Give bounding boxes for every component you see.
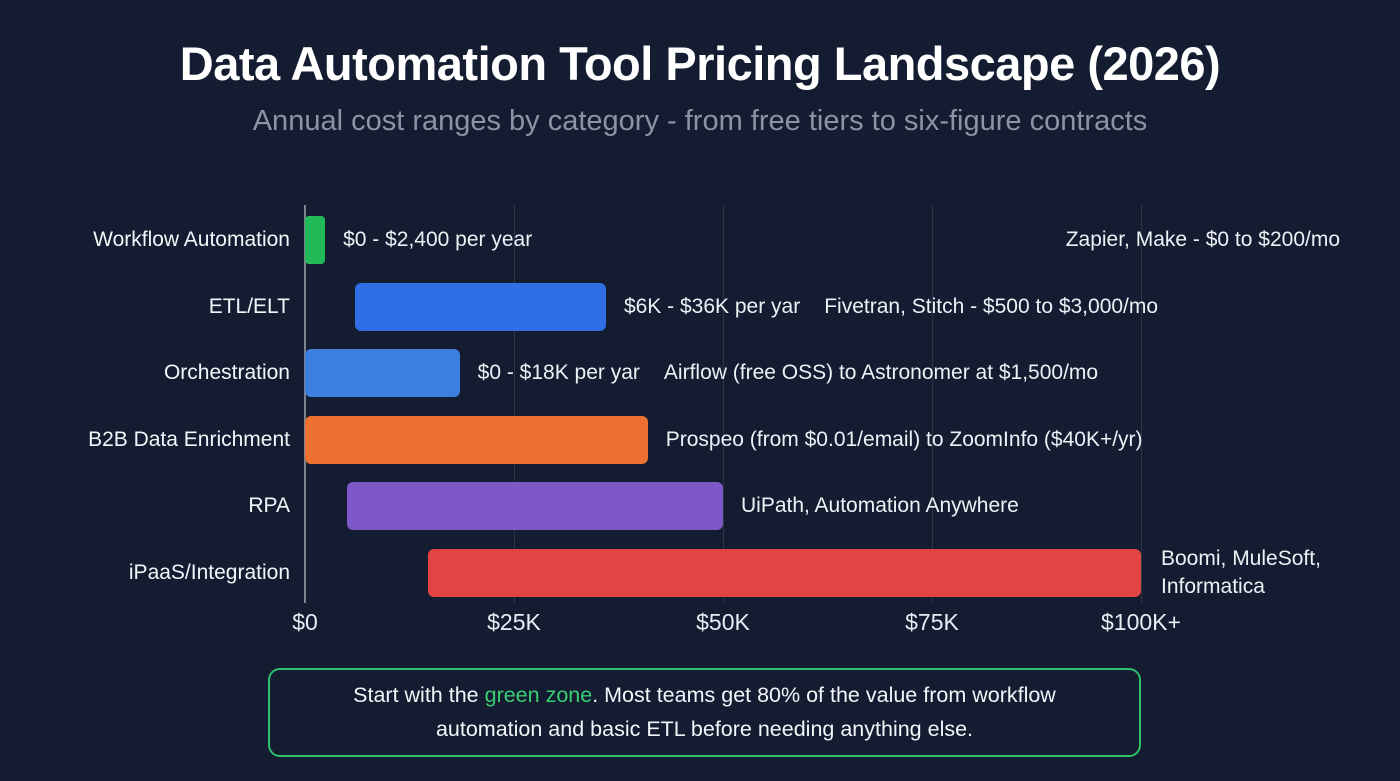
chart-subtitle: Annual cost ranges by category - from fr… — [252, 105, 1148, 137]
y-axis-line — [304, 205, 306, 603]
annotation-b2b-data-enrichment: Prospeo (from $0.01/email) to ZoomInfo (… — [665, 427, 1143, 451]
annotation-etl-elt: Fivetran, Stitch - $500 to $3,000/mo — [824, 294, 1159, 318]
value-label-workflow-automation: $0 - $2,400 per year — [343, 228, 533, 251]
category-label-ipaas-integration: iPaaS/Integration — [128, 561, 290, 584]
chart-title: Data Automation Tool Pricing Landscape (… — [179, 37, 1221, 90]
x-gridline-50 — [723, 205, 724, 603]
bar-workflow-automation — [305, 216, 326, 264]
category-label-etl-elt: ETL/ELT — [208, 294, 290, 318]
x-tick-label-25k: $25K — [487, 609, 541, 635]
bar-rpa — [346, 482, 723, 531]
category-label-orchestration: Orchestration — [163, 361, 290, 385]
value-label-orchestration: $0 - $18K per yar — [477, 361, 640, 385]
annotation-orchestration: Airflow (free OSS) to Astronomer at $1,5… — [663, 361, 1099, 385]
row-text-rpa: UiPath, Automation Anywhere — [741, 493, 1019, 519]
callout-text: Start with the green zone. Most teams ge… — [300, 679, 1109, 746]
x-gridline-75 — [932, 205, 933, 603]
callout-text-suffix: . Most teams get 80% of the value from w… — [435, 683, 1056, 741]
x-gridline-100 — [1141, 205, 1142, 603]
bar-b2b-data-enrichment — [305, 415, 648, 464]
bar-ipaas-integration — [427, 549, 1141, 597]
x-tick-label-100k: $100K+ — [1101, 609, 1181, 635]
annotation-rpa: UiPath, Automation Anywhere — [741, 494, 1019, 518]
x-tick-label-75k: $75K — [905, 609, 959, 635]
callout-text-highlight: green zone — [484, 683, 593, 708]
category-label-b2b-data-enrichment: B2B Data Enrichment — [88, 427, 290, 451]
category-label-rpa: RPA — [248, 494, 290, 518]
row-text-orchestration: $0 - $18K per yar Airflow (free OSS) to A… — [478, 360, 1098, 386]
row-text-etl-elt: $6K - $36K per yar Fivetran, Stitch - $50… — [624, 294, 1158, 320]
annotation-workflow-automation: Zapier, Make - $0 to $200/mo — [1065, 228, 1340, 251]
x-gridline-25 — [514, 205, 515, 603]
bar-etl-elt — [355, 282, 606, 331]
annotation-ipaas-integration: Boomi, MuleSoft, Informatica — [1161, 547, 1321, 598]
x-tick-label-0: $0 — [292, 609, 318, 635]
bar-orchestration — [305, 349, 460, 398]
row-text-b2b-data-enrichment: Prospeo (from $0.01/email) to ZoomInfo (… — [666, 427, 1143, 453]
value-label-etl-elt: $6K - $36K per yar — [623, 294, 801, 318]
callout-box: Start with the green zone. Most teams ge… — [268, 668, 1141, 757]
callout-text-prefix: Start with the — [353, 683, 485, 708]
category-label-workflow-automation: Workflow Automation — [93, 228, 290, 251]
x-tick-label-50k: $50K — [696, 609, 750, 635]
